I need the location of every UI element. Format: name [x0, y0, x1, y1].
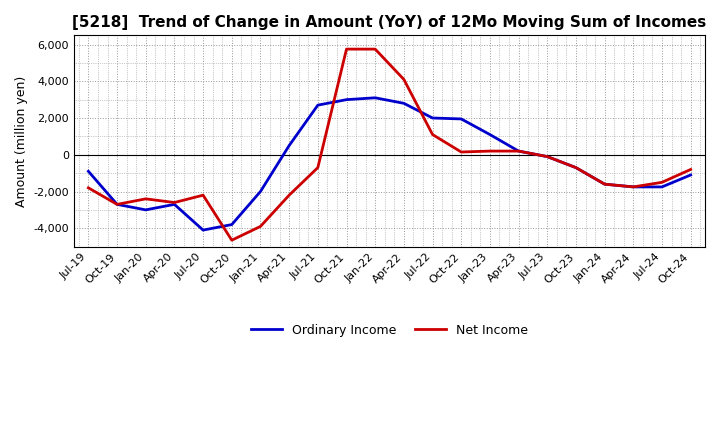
Ordinary Income — [199, 227, 207, 233]
Ordinary Income — [629, 184, 638, 190]
Ordinary Income — [170, 202, 179, 207]
Net Income — [285, 193, 294, 198]
Net Income — [485, 148, 494, 154]
Net Income — [199, 193, 207, 198]
Net Income — [543, 154, 552, 159]
Y-axis label: Amount (million yen): Amount (million yen) — [15, 75, 28, 207]
Ordinary Income — [485, 132, 494, 137]
Line: Ordinary Income: Ordinary Income — [89, 98, 690, 230]
Ordinary Income — [256, 189, 265, 194]
Net Income — [457, 149, 466, 154]
Legend: Ordinary Income, Net Income: Ordinary Income, Net Income — [246, 319, 534, 342]
Net Income — [428, 132, 437, 137]
Ordinary Income — [514, 148, 523, 154]
Net Income — [657, 180, 666, 185]
Ordinary Income — [342, 97, 351, 102]
Ordinary Income — [371, 95, 379, 100]
Ordinary Income — [572, 165, 580, 170]
Ordinary Income — [600, 182, 609, 187]
Net Income — [371, 47, 379, 52]
Ordinary Income — [313, 103, 322, 108]
Net Income — [84, 185, 93, 191]
Net Income — [629, 184, 638, 190]
Ordinary Income — [400, 101, 408, 106]
Ordinary Income — [457, 116, 466, 121]
Ordinary Income — [428, 115, 437, 121]
Ordinary Income — [113, 202, 122, 207]
Net Income — [514, 148, 523, 154]
Ordinary Income — [285, 143, 294, 148]
Title: [5218]  Trend of Change in Amount (YoY) of 12Mo Moving Sum of Incomes: [5218] Trend of Change in Amount (YoY) o… — [73, 15, 706, 30]
Net Income — [313, 165, 322, 170]
Net Income — [572, 165, 580, 170]
Ordinary Income — [543, 154, 552, 159]
Net Income — [686, 167, 695, 172]
Ordinary Income — [84, 169, 93, 174]
Net Income — [400, 77, 408, 82]
Net Income — [342, 47, 351, 52]
Net Income — [170, 200, 179, 205]
Ordinary Income — [141, 207, 150, 213]
Net Income — [600, 182, 609, 187]
Net Income — [228, 238, 236, 243]
Net Income — [141, 196, 150, 202]
Ordinary Income — [657, 184, 666, 190]
Net Income — [256, 224, 265, 229]
Line: Net Income: Net Income — [89, 49, 690, 240]
Net Income — [113, 202, 122, 207]
Ordinary Income — [228, 222, 236, 227]
Ordinary Income — [686, 172, 695, 178]
